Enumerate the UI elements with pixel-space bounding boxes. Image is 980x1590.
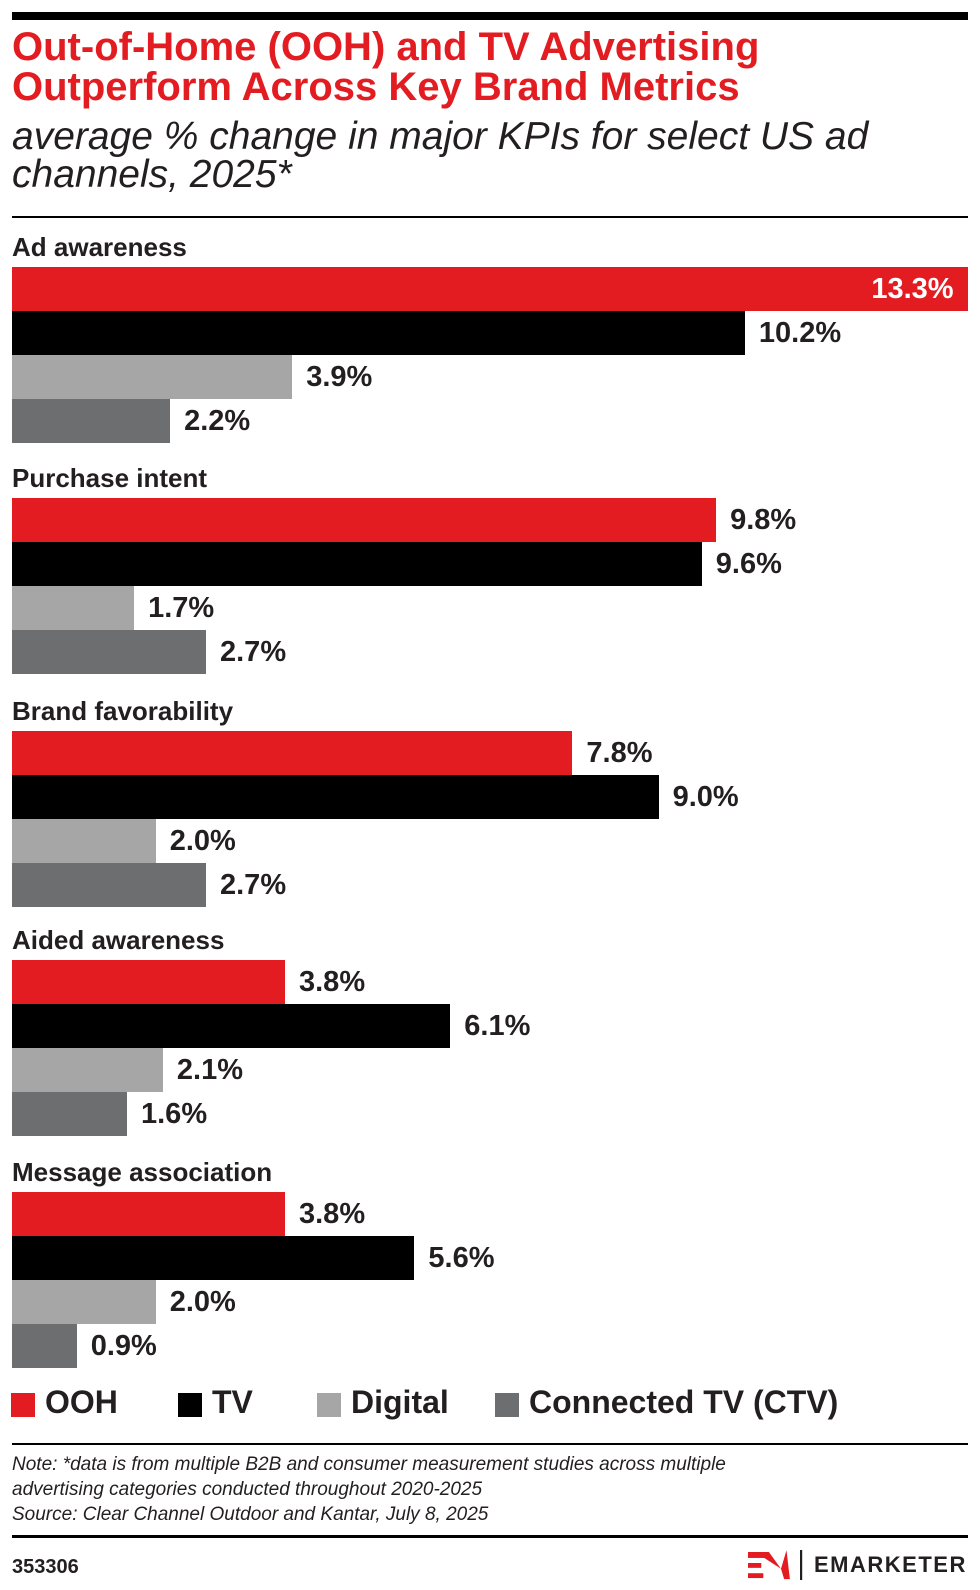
svg-text:EMARKETER: EMARKETER bbox=[814, 1552, 967, 1577]
